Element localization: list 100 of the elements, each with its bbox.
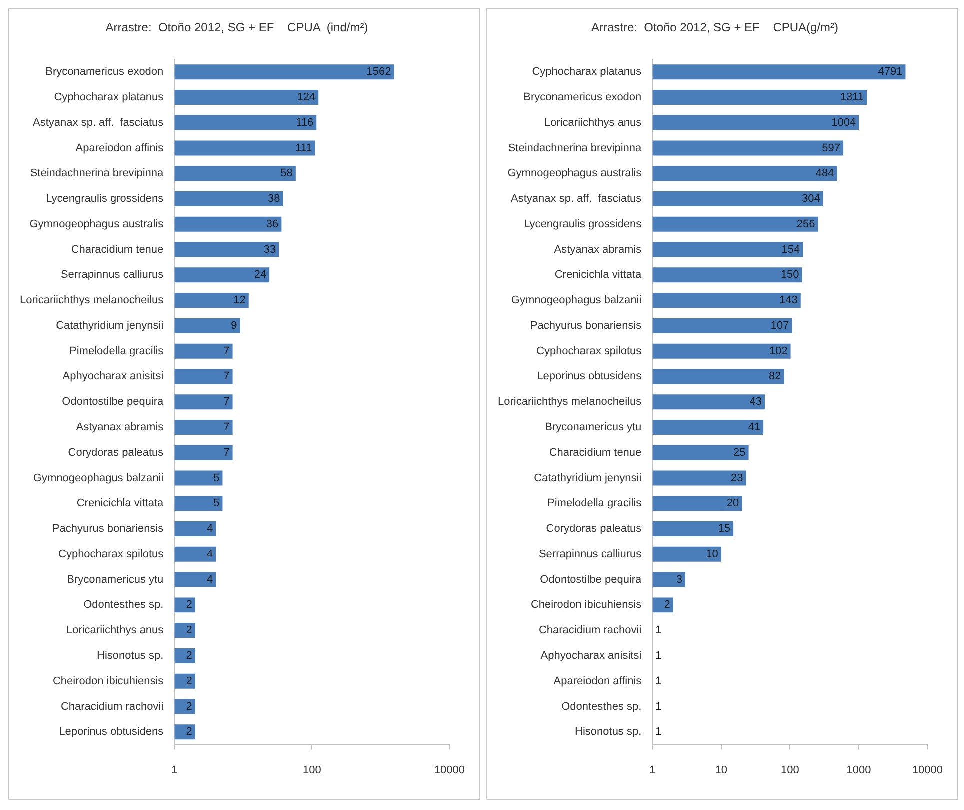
data-label: 4: [206, 574, 214, 586]
y-tick-label: Corydoras paleatus: [546, 523, 642, 536]
y-tick-label: Characidium tenue: [71, 244, 164, 256]
y-tick-label: Hisonotus sp.: [97, 650, 164, 662]
data-label: 2: [186, 650, 192, 662]
data-label: 2: [186, 700, 192, 713]
data-label: 256: [796, 218, 816, 230]
y-tick-label: Cheirodon ibicuhiensis: [52, 675, 164, 688]
y-tick-label: Loricariichthys melanocheilus: [498, 396, 642, 408]
data-label: 4791: [878, 66, 903, 78]
y-tick-label: Gymnogeophagus balzanii: [33, 472, 164, 484]
y-tick-label: Pachyurus bonariensis: [530, 320, 642, 332]
y-tick-label: Catathyridium jenynsii: [56, 320, 164, 332]
data-label: 12: [234, 294, 246, 307]
data-label: 1004: [832, 116, 856, 129]
data-label: 597: [822, 142, 841, 154]
y-tick-label: Loricariichthys anus: [544, 116, 642, 129]
y-tick-label: Lycengraulis grossidens: [524, 218, 642, 230]
data-label: 1311: [840, 92, 864, 104]
data-label: 10: [706, 548, 718, 560]
y-tick-label: Loricariichthys melanocheilus: [20, 294, 164, 307]
y-tick-label: Leporinus obtusidens: [59, 726, 164, 738]
y-tick-label: Astyanax abramis: [554, 244, 642, 256]
chart-title: Arrastre: Otoño 2012, SG + EF CPUA (ind/m²): [106, 20, 368, 35]
data-label: 43: [750, 396, 762, 408]
y-tick-label: Pachyurus bonariensis: [52, 523, 164, 536]
y-tick-label: Cyphocharax spilotus: [536, 345, 642, 358]
data-label: 1: [656, 675, 662, 688]
y-tick-label: Bryconamericus exodon: [524, 92, 642, 104]
y-tick-label: Characidium tenue: [549, 446, 642, 459]
data-label: 1: [656, 726, 662, 738]
data-label: 2: [186, 599, 192, 612]
x-tick-label: 1: [650, 764, 656, 776]
data-label: 111: [296, 142, 312, 154]
y-tick-label: Loricariichthys anus: [66, 624, 164, 637]
data-label: 9: [231, 320, 238, 332]
x-tick-label: 100: [303, 764, 322, 776]
data-label: 7: [224, 422, 230, 434]
y-tick-label: Gymnogeophagus australis: [30, 218, 164, 230]
x-tick-label: 1000: [846, 764, 872, 776]
y-tick-label: Serrapinnus calliurus: [538, 548, 642, 560]
y-tick-label: Pimelodella gracilis: [70, 345, 164, 358]
y-tick-label: Cyphocharax platanus: [532, 66, 642, 78]
data-label: 2: [186, 726, 192, 738]
chart-title: Arrastre: Otoño 2012, SG + EF CPUA(g/m²): [591, 20, 839, 35]
data-label: 24: [254, 269, 267, 282]
y-tick-label: Odontesthes sp.: [84, 599, 164, 612]
y-tick-label: Leporinus obtusidens: [537, 370, 642, 383]
y-tick-label: Gymnogeophagus balzanii: [511, 294, 642, 307]
data-label: 25: [734, 446, 746, 459]
y-tick-label: Apareiodon affinis: [554, 675, 642, 688]
y-tick-label: Cyphocharax spilotus: [58, 548, 164, 560]
data-label: 7: [224, 446, 230, 459]
data-label: 1562: [366, 66, 392, 78]
data-label: 304: [802, 193, 820, 206]
data-label: 3: [676, 574, 682, 586]
data-label: 124: [297, 92, 316, 104]
x-tick-label: 10000: [434, 764, 466, 776]
data-label: 58: [280, 168, 293, 180]
data-label: 143: [780, 294, 798, 307]
y-tick-label: Cyphocharax platanus: [54, 92, 164, 104]
data-label: 23: [731, 472, 744, 484]
y-tick-label: Bryconamericus exodon: [46, 66, 164, 78]
data-label: 1: [656, 624, 662, 637]
x-tick-label: 10000: [912, 764, 944, 776]
data-label: 7: [224, 345, 230, 358]
data-label: 102: [769, 345, 788, 358]
data-label: 82: [769, 370, 782, 383]
y-tick-label: Crenicichla vittata: [554, 269, 643, 282]
data-label: 116: [296, 116, 314, 129]
y-tick-label: Bryconamericus ytu: [67, 574, 164, 586]
y-tick-label: Lycengraulis grossidens: [46, 193, 164, 206]
data-label: 33: [264, 244, 276, 256]
data-label: 107: [770, 320, 790, 332]
y-tick-label: Corydoras paleatus: [68, 446, 164, 459]
data-label: 150: [780, 269, 800, 282]
y-tick-label: Odontostilbe pequira: [62, 396, 165, 408]
data-label: 5: [214, 498, 220, 510]
data-label: 7: [224, 396, 230, 408]
data-label: 15: [718, 523, 731, 536]
y-tick-label: Characidium rachovii: [60, 700, 164, 713]
y-tick-label: Steindachnerina brevipinna: [508, 142, 643, 154]
y-tick-label: Steindachnerina brevipinna: [30, 168, 165, 180]
y-tick-label: Astyanax sp. aff. fasciatus: [33, 116, 164, 129]
y-tick-label: Cheirodon ibicuhiensis: [530, 599, 642, 612]
data-label: 4: [206, 523, 214, 536]
y-tick-label: Catathyridium jenynsii: [534, 472, 642, 484]
data-label: 2: [186, 675, 192, 688]
y-tick-label: Hisonotus sp.: [575, 726, 642, 738]
data-label: 1: [656, 700, 662, 713]
y-tick-label: Aphyocharax anisitsi: [62, 370, 164, 383]
data-label: 1: [656, 650, 662, 662]
y-tick-label: Crenicichla vittata: [76, 498, 165, 510]
data-label: 20: [726, 498, 740, 510]
data-label: 36: [266, 218, 279, 230]
y-tick-label: Astyanax abramis: [76, 422, 164, 434]
y-tick-label: Serrapinnus calliurus: [60, 269, 164, 282]
data-label: 7: [224, 370, 230, 383]
y-tick-label: Bryconamericus ytu: [545, 422, 642, 434]
y-tick-label: Odontesthes sp.: [562, 700, 642, 713]
